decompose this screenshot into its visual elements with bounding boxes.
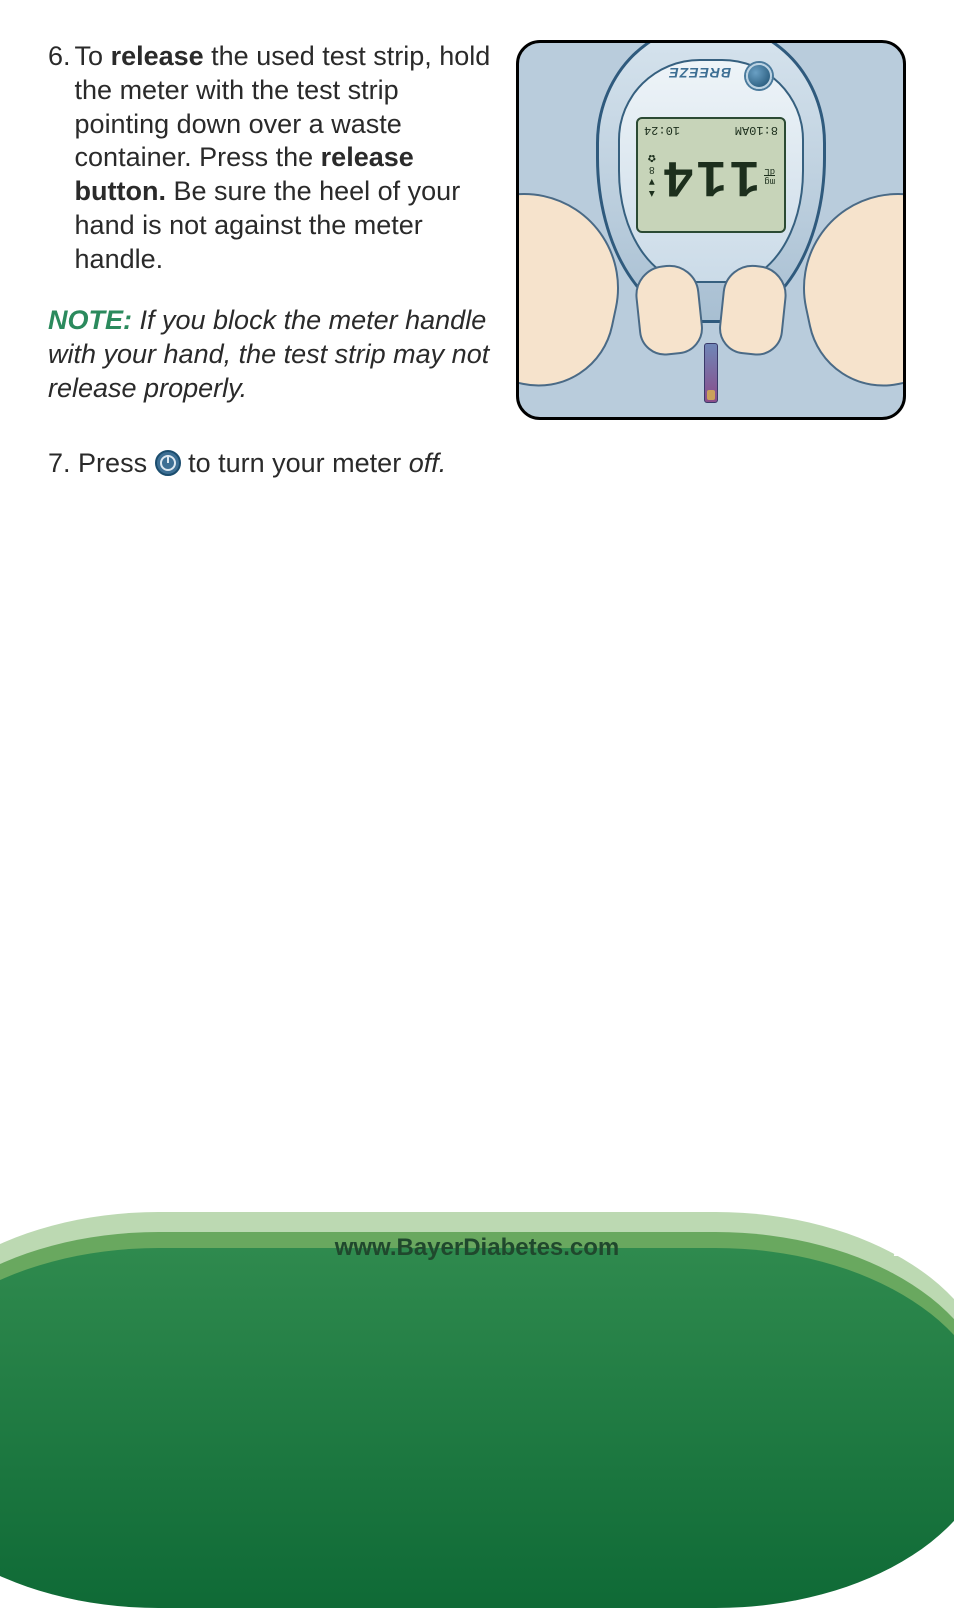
text: to turn your meter	[188, 448, 409, 478]
meter-brand: BREEZE	[668, 65, 731, 81]
step-body: To release the used test strip, hold the…	[75, 40, 500, 276]
page-number: 23	[894, 1227, 930, 1264]
step-7: 7. Press to turn your meter off.	[0, 446, 954, 481]
test-strip-icon	[704, 343, 718, 403]
bold-text: release	[111, 41, 204, 71]
footer-url: www.BayerDiabetes.com	[0, 1234, 954, 1262]
reading-value: 114	[661, 147, 761, 206]
thumb-right-icon	[716, 262, 789, 358]
text: Press	[78, 448, 155, 478]
power-button-icon	[746, 63, 772, 89]
meter-screen: 8:10AM 10:24 mg dL 114 ▲▼ 8 ✿	[636, 117, 786, 233]
italic-text: off.	[409, 448, 447, 478]
step-6: 6. To release the used test strip, hold …	[48, 40, 500, 276]
note-label: NOTE:	[48, 305, 132, 335]
illustration-meter-release: BREEZE 8:10AM 10:24 mg dL 114 ▲▼ 8 ✿	[516, 40, 906, 420]
step-number: 7.	[48, 448, 71, 478]
screen-time-left: 10:24	[644, 123, 680, 137]
swoosh-dark	[0, 1248, 954, 1608]
text: To	[75, 41, 111, 71]
page-footer: www.BayerDiabetes.com 23	[0, 1216, 954, 1272]
marker-icons: ▲▼ 8 ✿	[647, 153, 657, 200]
power-icon	[155, 450, 181, 476]
note-block: NOTE: If you block the meter handle with…	[48, 304, 500, 405]
meter-device: BREEZE 8:10AM 10:24 mg dL 114 ▲▼ 8 ✿	[596, 40, 826, 323]
unit-label: mg dL	[764, 167, 775, 186]
step-number: 6.	[48, 40, 75, 276]
screen-time-right: 8:10AM	[735, 123, 778, 137]
